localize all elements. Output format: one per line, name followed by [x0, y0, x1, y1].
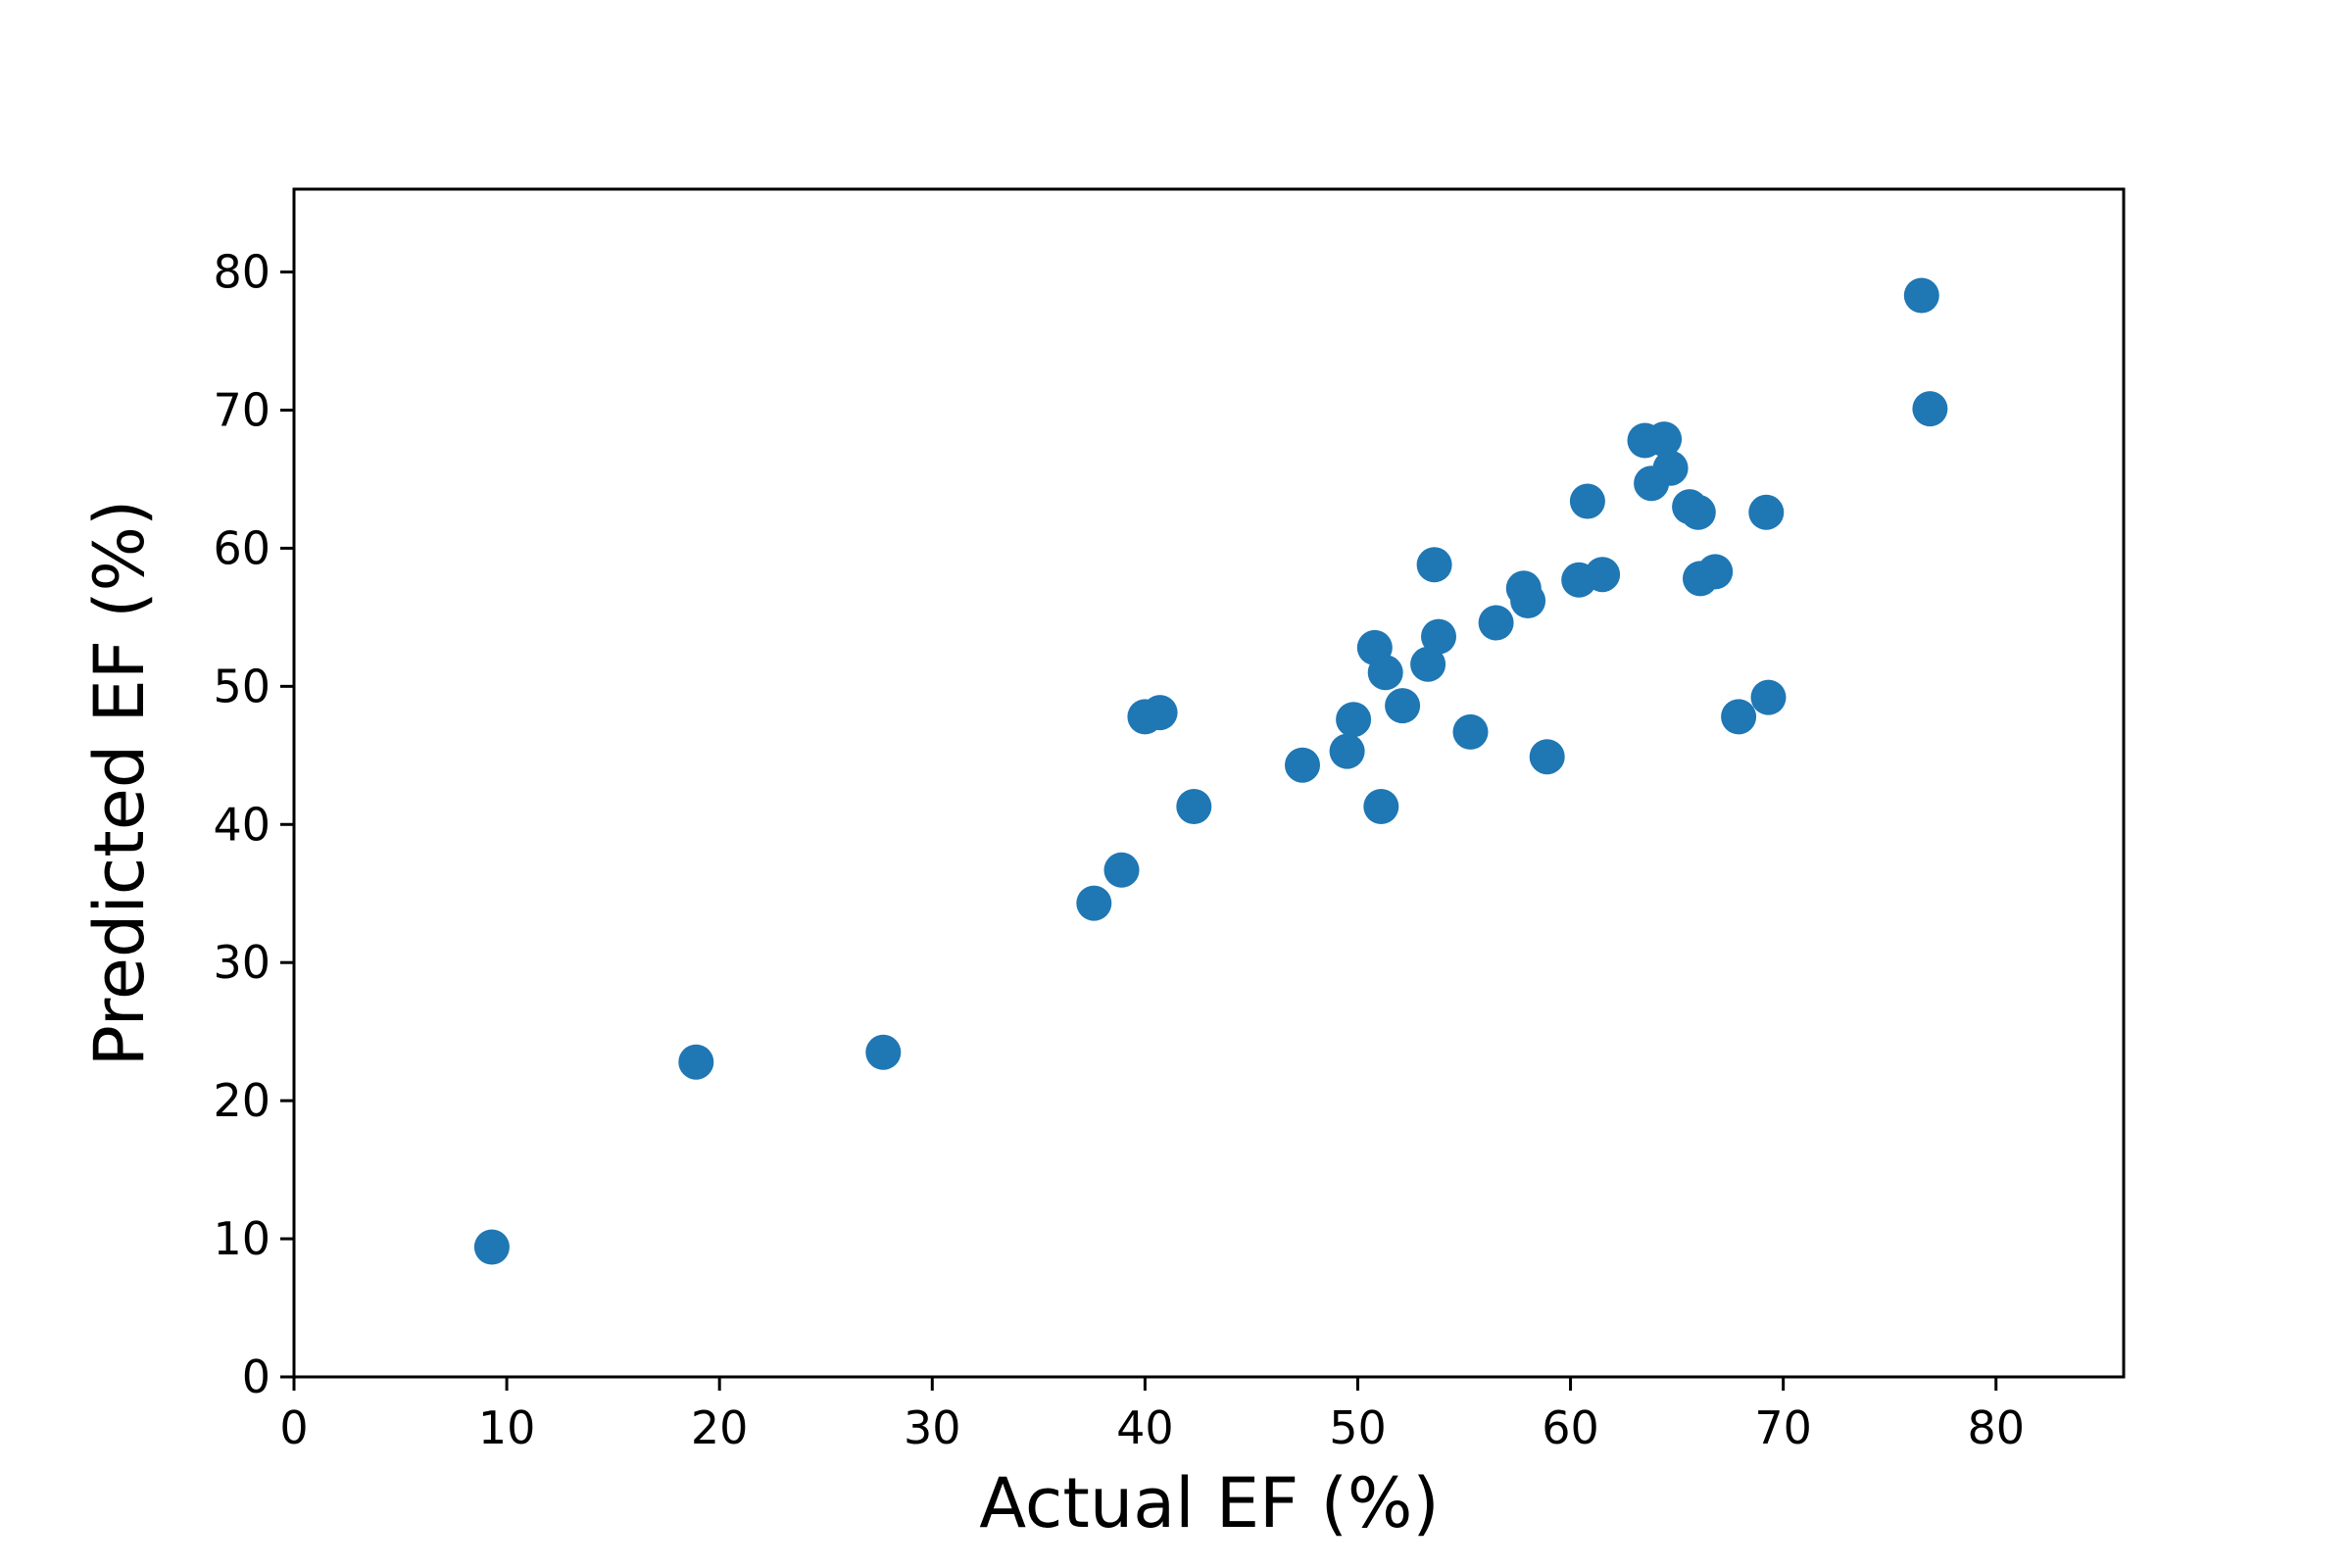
x-tick-label: 40	[1116, 1401, 1174, 1454]
data-point-14	[1367, 655, 1403, 691]
data-point-18	[1421, 618, 1456, 655]
data-point-32	[1680, 494, 1716, 530]
x-tick-label: 30	[904, 1401, 961, 1454]
data-point-26	[1585, 557, 1621, 593]
data-point-15	[1385, 688, 1421, 724]
data-point-7	[1142, 695, 1178, 731]
x-tick-label: 70	[1754, 1401, 1812, 1454]
y-axis-ticks: 0 10 20 30 40 50 60 70 80	[213, 246, 294, 1403]
y-tick-label: 30	[213, 936, 270, 989]
data-point-22	[1510, 583, 1546, 618]
data-point-4	[1076, 885, 1112, 921]
data-point-29	[1646, 421, 1683, 458]
data-point-13	[1363, 789, 1399, 824]
x-axis-title: Actual EF (%)	[979, 1463, 1439, 1544]
y-tick-label: 70	[213, 383, 270, 436]
y-axis-title: Predicted EF (%)	[79, 500, 160, 1067]
y-tick-label: 80	[213, 246, 270, 299]
data-point-37	[1750, 679, 1787, 715]
data-point-10	[1329, 733, 1365, 769]
data-points	[473, 277, 1948, 1265]
data-point-9	[1285, 747, 1320, 783]
y-tick-label: 40	[213, 798, 270, 851]
data-point-11	[1336, 702, 1372, 738]
data-point-1	[473, 1229, 510, 1265]
data-point-2	[678, 1044, 714, 1080]
data-point-34	[1697, 554, 1734, 590]
data-point-35	[1721, 699, 1757, 735]
y-tick-label: 10	[213, 1212, 270, 1265]
plot-frame	[292, 187, 2126, 1379]
x-tick-label: 20	[691, 1401, 749, 1454]
x-tick-label: 0	[279, 1401, 308, 1454]
y-tick-label: 50	[213, 660, 270, 712]
data-point-19	[1452, 713, 1489, 750]
data-point-36	[1748, 494, 1785, 530]
x-tick-label: 10	[478, 1401, 536, 1454]
x-axis-ticks: 0 10 20 30 40 50 60 70 80	[279, 1377, 2025, 1454]
x-tick-label: 80	[1967, 1401, 2025, 1454]
data-point-38	[1903, 277, 1939, 314]
data-point-39	[1912, 391, 1948, 427]
data-point-3	[865, 1034, 902, 1070]
data-point-30	[1652, 450, 1689, 486]
data-point-20	[1478, 605, 1514, 641]
y-tick-label: 20	[213, 1074, 270, 1127]
y-tick-label: 0	[242, 1350, 270, 1403]
data-point-25	[1569, 483, 1605, 519]
data-point-23	[1529, 739, 1565, 775]
data-point-17	[1416, 547, 1452, 583]
x-tick-label: 50	[1329, 1401, 1387, 1454]
data-point-8	[1176, 789, 1212, 824]
data-point-16	[1410, 646, 1446, 682]
y-tick-label: 60	[213, 521, 270, 574]
x-tick-label: 60	[1542, 1401, 1599, 1454]
data-point-5	[1103, 852, 1140, 888]
